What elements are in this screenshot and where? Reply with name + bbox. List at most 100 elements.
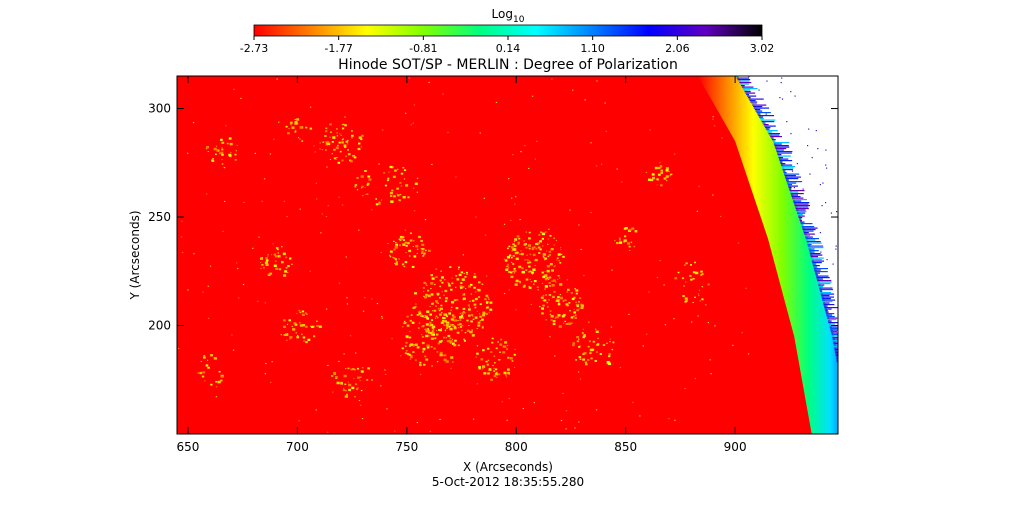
feature-pixel [487,296,489,298]
feature-pixel [287,323,289,325]
speckle [202,291,204,293]
feature-pixel [513,244,517,247]
feature-pixel [305,341,308,344]
feature-pixel [434,283,436,286]
feature-pixel [422,351,424,353]
feature-pixel [455,307,459,310]
feature-pixel [213,357,217,360]
feature-pixel [608,353,611,356]
feature-pixel [692,271,696,274]
feature-pixel [542,304,545,307]
feature-pixel [213,147,217,151]
speckle [569,209,571,211]
feature-pixel [429,306,431,307]
speckle [358,400,361,402]
speckle [595,165,598,167]
limb-fringe [809,250,819,252]
limb-fringe [807,245,824,247]
feature-pixel [389,165,393,169]
feature-pixel [425,323,429,326]
limb-fringe [835,352,838,354]
feature-pixel [553,323,556,325]
feature-pixel [583,352,587,355]
feature-pixel [684,297,688,300]
limb-fringe [808,248,815,250]
limb-fringe [817,281,832,283]
feature-pixel [433,347,436,350]
limb-fringe [764,125,776,127]
feature-pixel [304,312,307,314]
feature-pixel [537,289,539,291]
limb-fringe [810,256,818,258]
feature-pixel [412,307,415,309]
feature-pixel [404,242,407,244]
colorbar-tick-label: 2.06 [665,42,690,55]
feature-pixel [409,331,411,333]
speckle [619,367,621,369]
feature-pixel [433,309,437,312]
feature-pixel [539,248,542,251]
speckle [503,223,506,225]
feature-pixel [692,278,695,280]
limb-fringe [834,349,838,351]
colorbar-tick-label: 1.10 [580,42,605,55]
feature-pixel [579,358,582,360]
feature-pixel [216,149,220,152]
speckle [319,148,321,150]
feature-pixel [318,325,322,328]
limb-fringe [812,263,817,265]
feature-pixel [553,237,555,239]
feature-pixel [612,341,615,344]
feature-pixel [544,257,547,260]
colorbar-label-base: Log [492,7,513,21]
limb-fringe [828,322,838,324]
speckle [533,259,536,261]
feature-pixel [473,273,476,275]
speckle [533,402,535,404]
feature-pixel [430,288,432,290]
speckle [565,428,567,430]
limb-fringe [832,340,838,342]
feature-pixel [544,259,546,261]
feature-pixel [400,237,404,240]
feature-pixel [212,158,214,160]
off-limb-speck [894,418,895,419]
off-limb-speck [830,212,832,214]
limb-fringe [806,241,821,243]
feature-pixel [536,286,539,288]
feature-pixel [595,328,597,330]
feature-pixel [419,361,422,364]
speckle [376,303,379,305]
speckle [429,430,431,432]
limb-fringe [748,98,764,100]
feature-pixel [553,244,555,246]
feature-pixel [528,271,530,273]
speckle [298,420,300,422]
feature-pixel [526,261,530,264]
limb-fringe [796,211,807,213]
feature-pixel [218,371,221,373]
speckle [476,383,478,385]
feature-pixel [707,283,710,286]
feature-pixel [344,383,347,385]
limb-fringe [827,319,837,321]
speckle [180,236,183,238]
speckle [588,321,590,323]
feature-pixel [552,320,556,323]
feature-pixel [573,309,575,310]
feature-pixel [556,299,560,302]
feature-pixel [294,118,296,121]
feature-pixel [408,345,411,347]
feature-pixel [619,241,623,244]
feature-pixel [394,262,398,266]
speckle [327,364,329,366]
feature-pixel [329,159,331,160]
limb-fringe [833,344,838,346]
feature-pixel [422,325,425,327]
feature-pixel [234,159,237,161]
feature-pixel [435,317,437,319]
speckle [495,101,498,103]
feature-pixel [499,343,503,346]
limb-fringe [849,430,854,431]
off-limb-speck [822,182,824,184]
